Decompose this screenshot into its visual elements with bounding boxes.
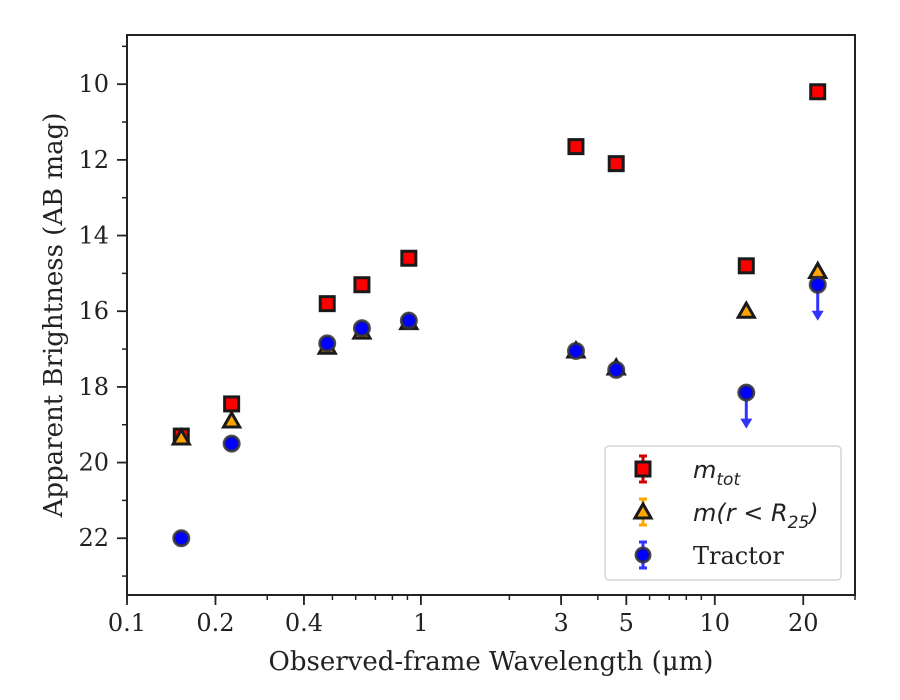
legend: mtot m(r < R25) Tractor — [604, 445, 842, 581]
series-1 — [172, 83, 827, 445]
y-axis-label: Apparent Brightness (AB mag) — [39, 113, 69, 519]
legend-marker — [632, 500, 654, 520]
square-point — [737, 257, 755, 275]
circle-point — [318, 334, 337, 353]
square-point — [223, 395, 241, 413]
legend-marker — [634, 460, 652, 478]
y-tick-label: 18 — [78, 373, 109, 401]
circle-point — [399, 311, 418, 330]
x-tick-label: 20 — [788, 609, 819, 637]
circle-point — [566, 341, 585, 360]
square-point — [353, 276, 371, 294]
x-tick-label: 5 — [619, 609, 634, 637]
series-3 — [172, 275, 827, 548]
y-tick-label: 12 — [78, 146, 109, 174]
triangle-point — [220, 409, 243, 429]
plot-frame — [126, 34, 856, 596]
circle-point — [222, 434, 241, 453]
x-axis-label: Observed-frame Wavelength (μm) — [269, 647, 714, 677]
square-point — [318, 295, 336, 313]
data-points — [170, 83, 829, 548]
legend-entry-3: Tractor — [634, 540, 784, 570]
legend-entry-2: m(r < R25) — [632, 497, 819, 533]
y-tick-label: 22 — [78, 524, 109, 552]
x-tick-label: 1 — [413, 609, 428, 637]
legend-label: Tractor — [693, 542, 784, 570]
axis-ticks: 0.1 0.2 0.4 1 3 5 10 20 10 12 14 16 18 20 22 — [78, 45, 856, 637]
triangle-point — [170, 426, 192, 446]
upper-limit-arrowhead — [740, 418, 753, 429]
x-tick-label: 0.4 — [285, 609, 323, 637]
x-tick-label: 0.2 — [196, 609, 234, 637]
x-tick-label: 3 — [553, 609, 568, 637]
circle-point — [737, 383, 756, 402]
y-tick-label: 10 — [78, 70, 109, 98]
x-tick-label: 0.1 — [108, 609, 146, 637]
square-point — [809, 83, 827, 101]
series-2 — [170, 260, 829, 446]
circle-point — [607, 360, 626, 379]
x-tick-label: 10 — [700, 609, 731, 637]
circle-point — [808, 275, 827, 294]
legend-box — [604, 445, 842, 581]
triangle-point — [735, 300, 757, 319]
y-tick-label: 14 — [78, 222, 109, 250]
legend-marker — [634, 546, 652, 564]
square-point — [400, 249, 418, 267]
legend-label: m(r < R25) — [693, 499, 819, 533]
square-point — [607, 155, 625, 173]
legend-entry-1: mtot — [634, 454, 741, 490]
circle-point — [352, 319, 371, 338]
triangle-point — [807, 260, 829, 280]
y-tick-label: 16 — [78, 297, 109, 325]
y-tick-label: 20 — [78, 449, 109, 477]
square-point — [567, 138, 585, 156]
circle-point — [172, 529, 191, 548]
upper-limit-arrowhead — [811, 310, 824, 321]
legend-label: mtot — [693, 456, 741, 490]
